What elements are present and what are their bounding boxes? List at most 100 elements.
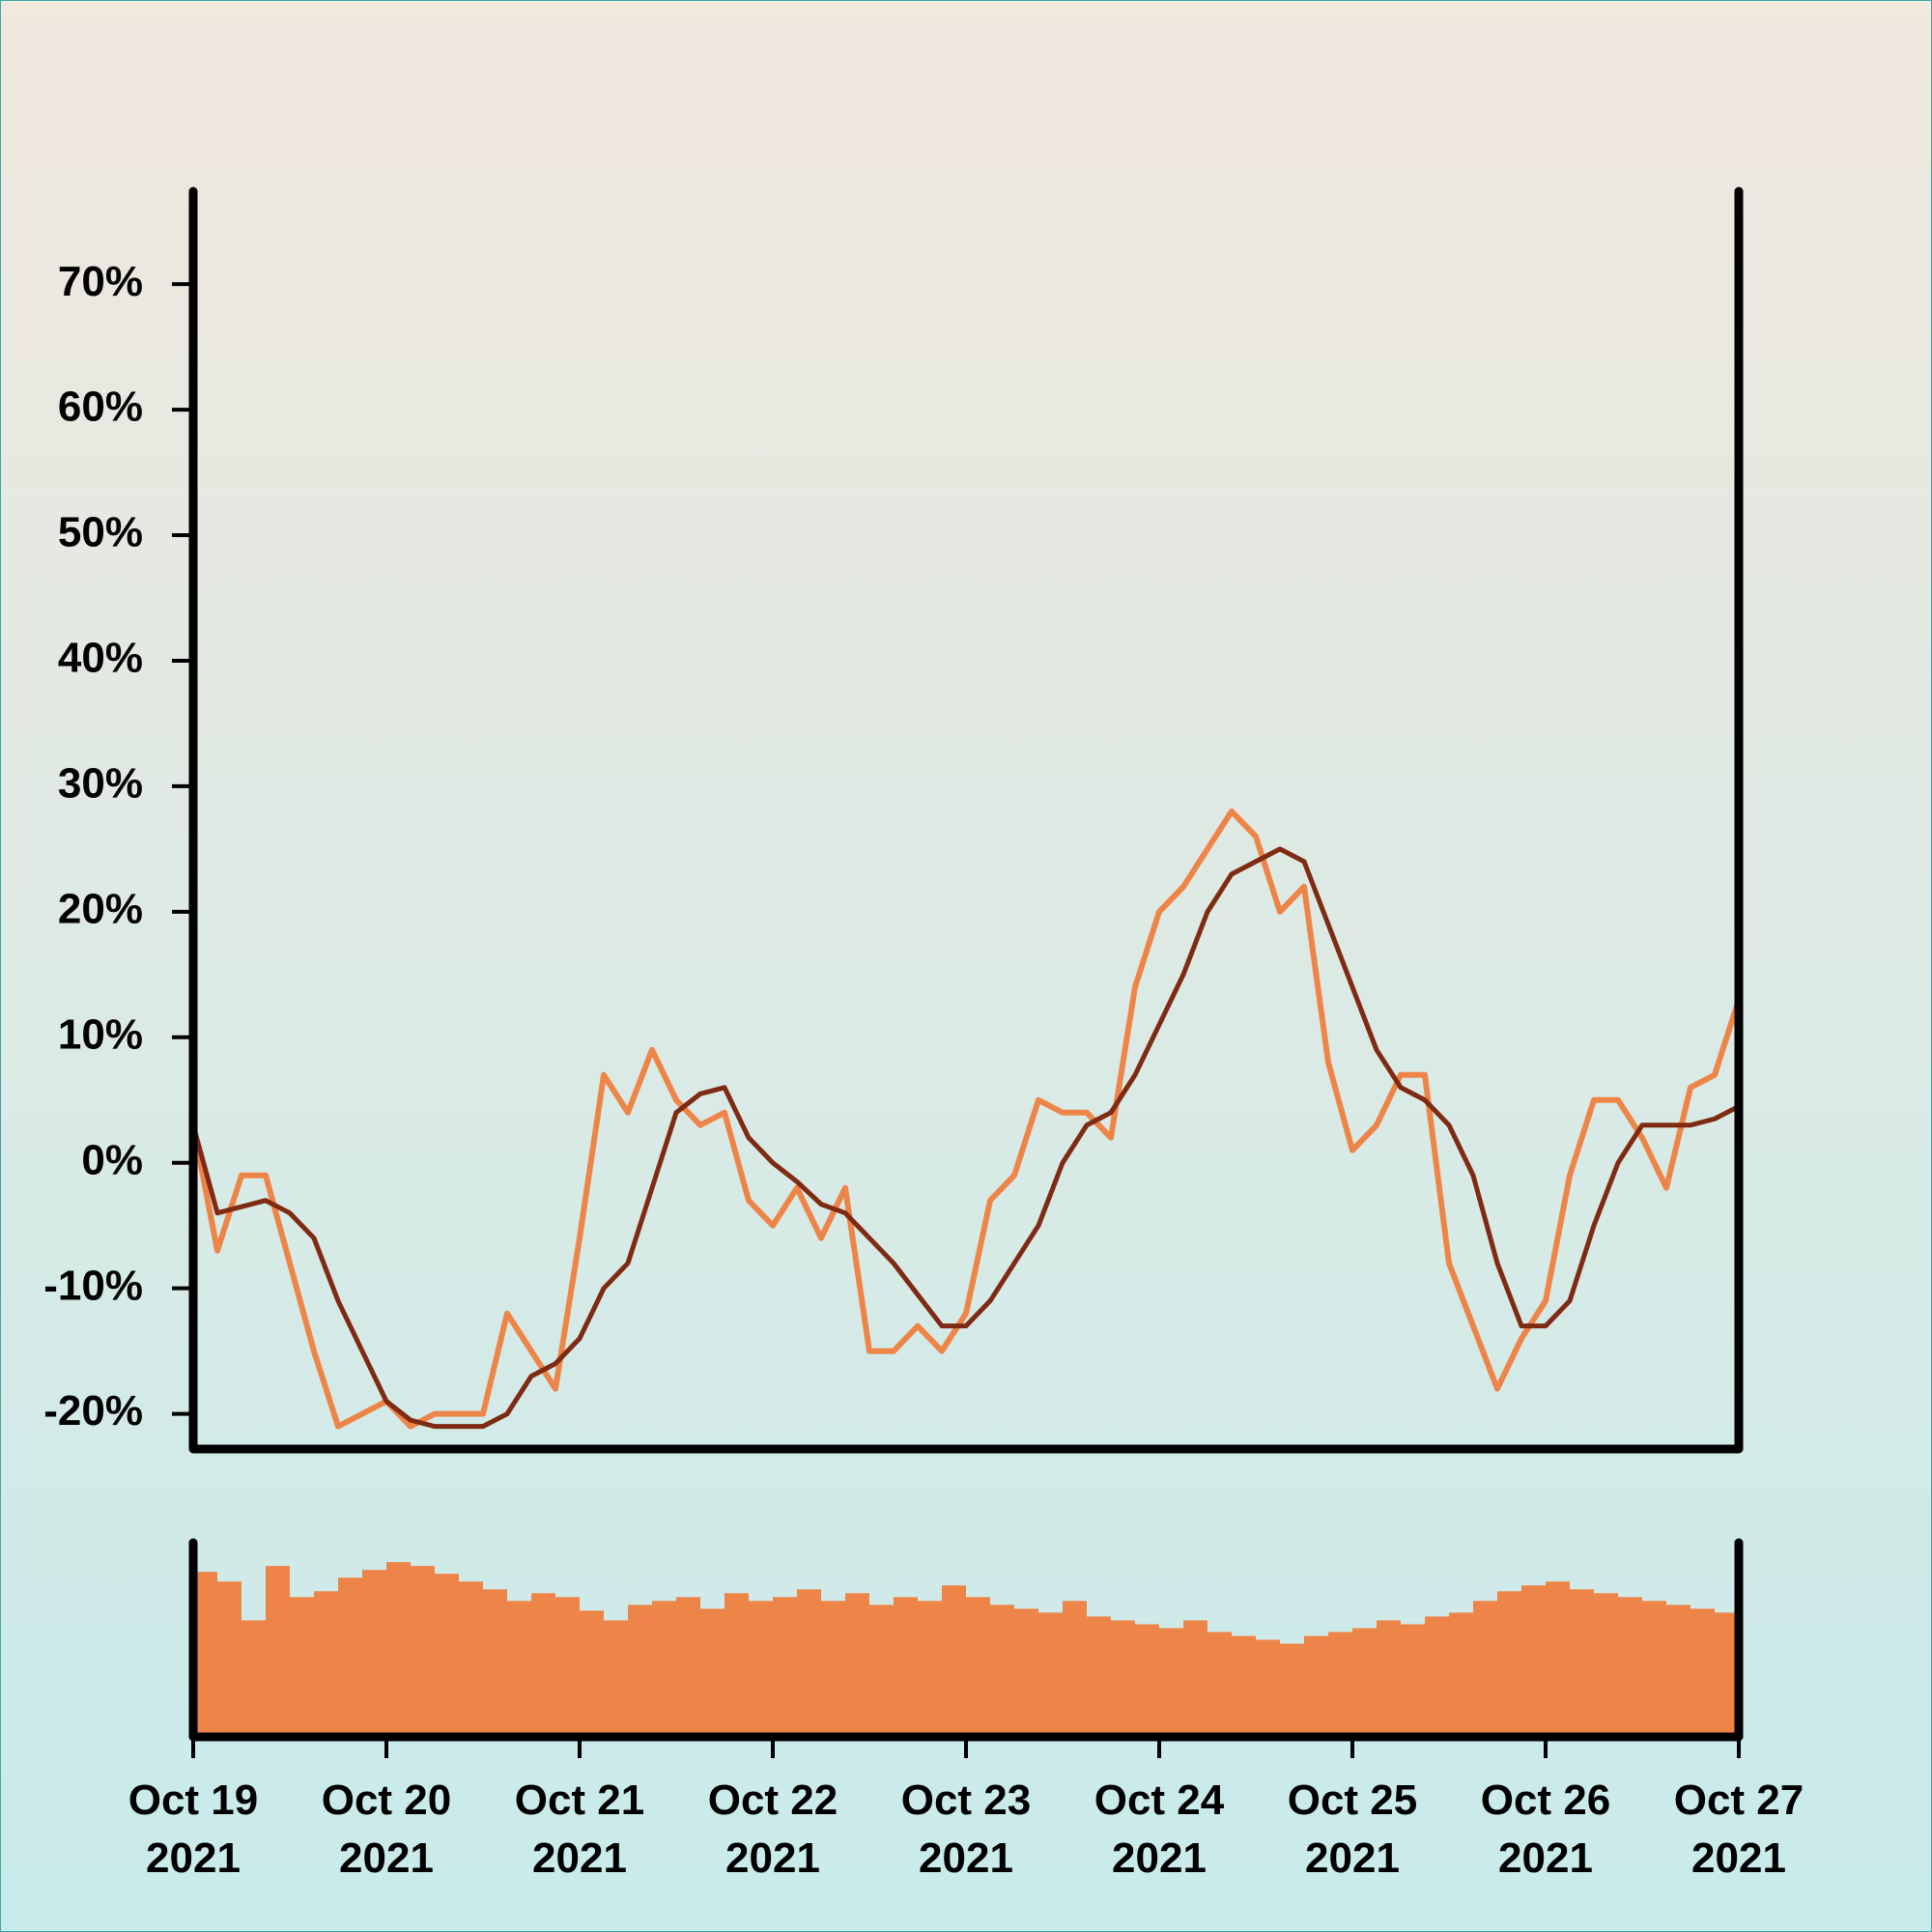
volume-bar xyxy=(242,1620,266,1737)
y-tick-label: 20% xyxy=(58,885,143,932)
volume-bar xyxy=(1111,1620,1135,1737)
x-tick-label-line: Oct 27 xyxy=(1674,1776,1804,1824)
volume-bar xyxy=(1256,1639,1280,1737)
volume-bar xyxy=(894,1597,918,1737)
volume-bar xyxy=(724,1593,749,1737)
volume-bar xyxy=(290,1597,314,1737)
volume-bar xyxy=(1473,1601,1497,1737)
y-tick-label: -20% xyxy=(43,1387,143,1435)
volume-bar xyxy=(362,1570,386,1737)
x-tick-label-line: Oct 19 xyxy=(128,1776,259,1824)
volume-bar xyxy=(580,1610,604,1737)
volume-bar xyxy=(966,1597,990,1737)
y-tick-label: 0% xyxy=(81,1136,143,1183)
volume-bar xyxy=(217,1581,242,1737)
volume-bar xyxy=(1304,1635,1328,1737)
x-tick-label-line: 2021 xyxy=(1112,1834,1207,1882)
volume-bar xyxy=(1208,1632,1232,1737)
volume-bar xyxy=(1618,1597,1642,1737)
volume-bar xyxy=(1135,1624,1159,1737)
volume-bar xyxy=(1521,1585,1546,1737)
x-tick-label-line: 2021 xyxy=(532,1834,627,1882)
volume-bar xyxy=(1377,1620,1401,1737)
volume-bar xyxy=(1038,1612,1063,1737)
x-tick-label-line: Oct 22 xyxy=(708,1776,838,1824)
volume-bar xyxy=(483,1589,507,1737)
volume-bar xyxy=(604,1620,628,1737)
x-tick-label-line: Oct 26 xyxy=(1481,1776,1611,1824)
volume-bar xyxy=(1280,1643,1304,1737)
x-tick-label: Oct 27 2021 xyxy=(1674,1776,1804,1882)
volume-bar xyxy=(459,1581,483,1737)
volume-bar xyxy=(1087,1616,1111,1737)
x-tick-label-line: 2021 xyxy=(1691,1834,1786,1882)
volume-bar xyxy=(1666,1605,1690,1737)
volume-bar xyxy=(1690,1608,1715,1737)
volume-bar xyxy=(1232,1635,1256,1737)
y-tick-label: -10% xyxy=(43,1262,143,1309)
series-line xyxy=(193,808,1739,1430)
volume-bar xyxy=(676,1597,700,1737)
volume-bar xyxy=(821,1601,845,1737)
volume-bar xyxy=(1328,1632,1352,1737)
x-tick-label-line: Oct 21 xyxy=(515,1776,645,1824)
x-tick-label-line: Oct 20 xyxy=(322,1776,452,1824)
volume-bar xyxy=(1594,1593,1618,1737)
volume-bar xyxy=(700,1608,724,1737)
y-tick-label: 70% xyxy=(58,258,143,305)
x-tick-label-line: 2021 xyxy=(725,1834,820,1882)
volume-bar xyxy=(869,1605,894,1737)
axis-frame xyxy=(188,186,1744,1454)
volume-bar xyxy=(918,1601,942,1737)
volume-bar xyxy=(1063,1601,1087,1737)
volume-bar xyxy=(1497,1591,1521,1737)
x-tick-label-line: 2021 xyxy=(339,1834,434,1882)
x-tick-label: Oct 23 2021 xyxy=(901,1776,1032,1882)
x-tick-label-line: 2021 xyxy=(1498,1834,1593,1882)
x-tick-label: Oct 25 2021 xyxy=(1288,1776,1418,1882)
axis-frame xyxy=(188,1538,1744,1742)
volume-bar xyxy=(1642,1601,1666,1737)
y-tick-label: 10% xyxy=(58,1010,143,1058)
x-tick-label: Oct 20 2021 xyxy=(322,1776,452,1882)
volume-bar xyxy=(628,1605,652,1737)
x-tick-label-line: Oct 25 xyxy=(1288,1776,1418,1824)
volume-bar xyxy=(435,1574,459,1737)
volume-bar xyxy=(797,1589,821,1737)
volume-bar xyxy=(652,1601,676,1737)
x-tick-label-line: 2021 xyxy=(919,1834,1013,1882)
volume-bar xyxy=(749,1601,773,1737)
volume-bar xyxy=(411,1566,435,1737)
x-tick-label-line: Oct 23 xyxy=(901,1776,1032,1824)
volume-bar xyxy=(942,1585,966,1737)
volume-bar xyxy=(314,1591,338,1737)
volume-bar xyxy=(386,1562,411,1737)
volume-bar xyxy=(773,1597,797,1737)
x-tick-label: Oct 19 2021 xyxy=(128,1776,259,1882)
volume-bar xyxy=(338,1577,362,1737)
x-tick-label: Oct 24 2021 xyxy=(1094,1776,1225,1882)
volume-bar xyxy=(1570,1589,1594,1737)
x-tick-label-line: 2021 xyxy=(1305,1834,1400,1882)
volume-bar xyxy=(845,1593,869,1737)
volume-bar xyxy=(1449,1612,1473,1737)
volume-bar xyxy=(1014,1608,1038,1737)
volume-bar xyxy=(1352,1628,1377,1737)
x-tick-label-line: Oct 24 xyxy=(1094,1776,1225,1824)
y-tick-label: 40% xyxy=(58,635,143,682)
volume-bar xyxy=(1401,1624,1425,1737)
x-tick-label: Oct 26 2021 xyxy=(1481,1776,1611,1882)
volume-bar xyxy=(555,1597,580,1737)
x-tick-label: Oct 21 2021 xyxy=(515,1776,645,1882)
volume-bar xyxy=(1159,1628,1183,1737)
volume-bar xyxy=(1546,1581,1570,1737)
volume-bar xyxy=(507,1601,531,1737)
volume-bar xyxy=(531,1593,555,1737)
volume-bar xyxy=(266,1566,290,1737)
x-tick-label-line: 2021 xyxy=(146,1834,241,1882)
x-tick-label: Oct 22 2021 xyxy=(708,1776,838,1882)
volume-bar xyxy=(990,1605,1014,1737)
y-tick-label: 60% xyxy=(58,384,143,431)
